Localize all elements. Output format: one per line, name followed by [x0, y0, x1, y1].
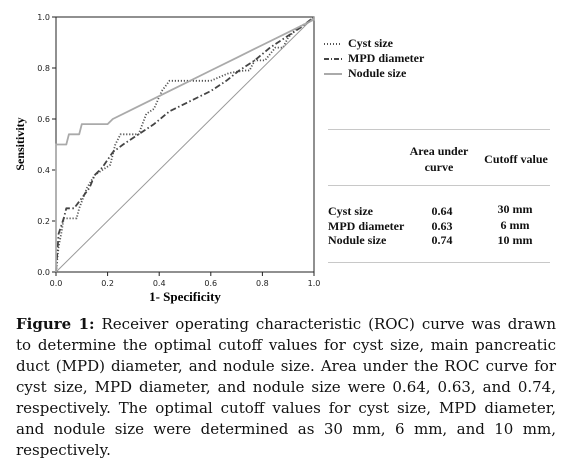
table-row-cutoff: 30 mm	[497, 202, 533, 216]
y-tick-label: 0.6	[37, 115, 50, 124]
caption-text: Receiver operating characteristic (ROC) …	[16, 315, 556, 459]
y-tick-label: 0.4	[37, 166, 50, 175]
series-line-reference	[55, 16, 315, 273]
y-axis-label: Sensitivity	[13, 117, 27, 170]
table-row-label: MPD diameter	[328, 219, 405, 233]
x-axis-label: 1- Specificity	[149, 289, 221, 304]
y-tick-label: 0.0	[37, 268, 50, 277]
legend-swatch-mpd	[324, 57, 342, 60]
legend: Cyst size MPD diameter Nodule size	[324, 36, 424, 81]
x-tick-label: 0.6	[204, 279, 217, 288]
legend-item-mpd: MPD diameter	[324, 51, 424, 66]
table-row-area: 0.64	[431, 204, 453, 218]
table-row-area: 0.63	[431, 219, 453, 233]
table-row-cutoff: 6 mm	[500, 218, 530, 232]
series-line-cyst-size	[55, 16, 315, 273]
table-row-cutoff: 10 mm	[497, 233, 533, 247]
legend-label-nodule: Nodule size	[348, 66, 407, 80]
table-header-area: Area under curve	[409, 144, 469, 174]
y-tick-label: 0.8	[37, 64, 50, 73]
x-tick-label: 0.8	[256, 279, 269, 288]
series-line-nodule-size	[55, 17, 315, 272]
table-header-rule	[328, 185, 550, 186]
caption-label: Figure 1:	[16, 315, 95, 333]
series-line-mpd-diameter	[55, 16, 315, 273]
legend-label-mpd: MPD diameter	[348, 51, 425, 65]
roc-chart: 0.0 0.2 0.4 0.6 0.8 1.0 0.0 0.2 0.4 0.6 0.8 1.0 1-…	[13, 13, 321, 304]
table-row-label: Nodule size	[328, 233, 387, 247]
figure-caption: Figure 1: Receiver operating characteris…	[16, 314, 556, 461]
x-tick-label: 0.4	[153, 279, 166, 288]
y-tick-label: 0.2	[37, 217, 50, 226]
x-tick-label: 0.2	[101, 279, 114, 288]
legend-swatch-cyst	[324, 42, 342, 45]
table-top-rule	[328, 129, 550, 130]
table-bottom-rule	[328, 262, 550, 263]
table-row-area: 0.74	[431, 233, 453, 247]
legend-swatch-nodule	[324, 72, 342, 75]
x-tick-label: 1.0	[308, 279, 321, 288]
legend-item-cyst: Cyst size	[324, 36, 424, 51]
y-tick-label: 1.0	[37, 13, 50, 22]
table-row-label: Cyst size	[328, 204, 373, 218]
legend-label-cyst: Cyst size	[348, 36, 393, 50]
table-header-cutoff: Cutoff value	[484, 152, 548, 166]
x-tick-label: 0.0	[50, 279, 63, 288]
legend-item-nodule: Nodule size	[324, 66, 424, 81]
